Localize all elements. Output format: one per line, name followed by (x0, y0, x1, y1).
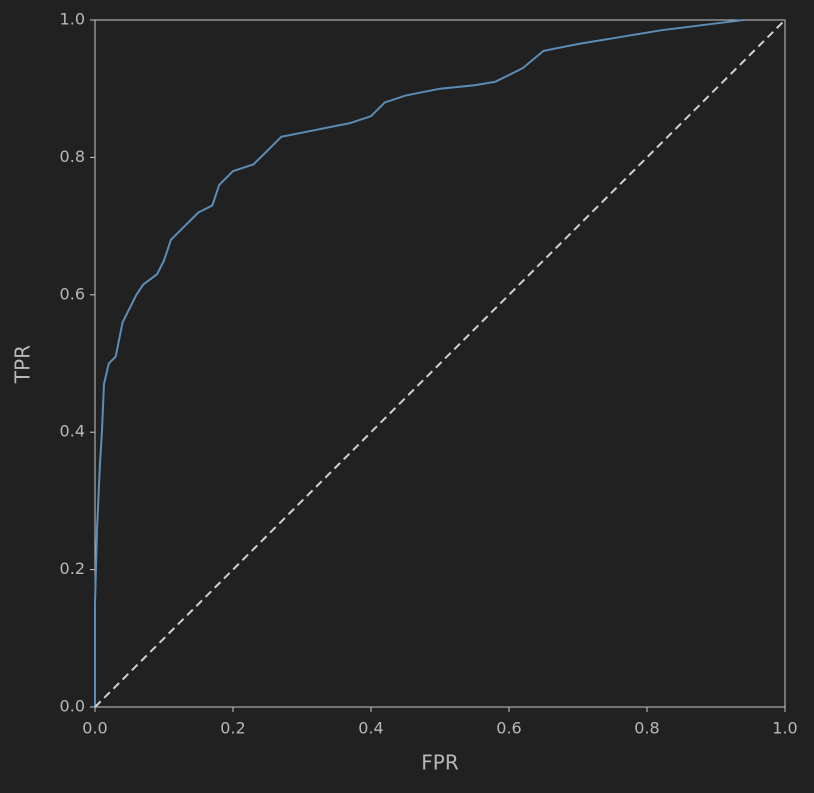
x-tick-label: 0.4 (358, 719, 383, 738)
x-tick-label: 0.2 (220, 719, 245, 738)
roc-curve (94, 19, 744, 707)
x-tick-label: 1.0 (772, 719, 797, 738)
x-axis-title: FPR (421, 751, 459, 775)
x-tick-label: 0.8 (634, 719, 659, 738)
plot-frame (94, 19, 786, 708)
y-tick-label: 0.4 (60, 422, 85, 441)
y-tick-label: 1.0 (60, 10, 85, 29)
y-axis-title: TPR (11, 345, 35, 384)
y-tick-label: 0.6 (60, 284, 85, 303)
y-tick-label: 0.8 (60, 147, 85, 166)
x-tick-label: 0.0 (82, 719, 107, 738)
y-tick-label: 0.2 (60, 559, 85, 578)
x-tick-label: 0.6 (496, 719, 521, 738)
diagonal-line (94, 19, 786, 708)
y-tick-label: 0.0 (60, 697, 85, 716)
